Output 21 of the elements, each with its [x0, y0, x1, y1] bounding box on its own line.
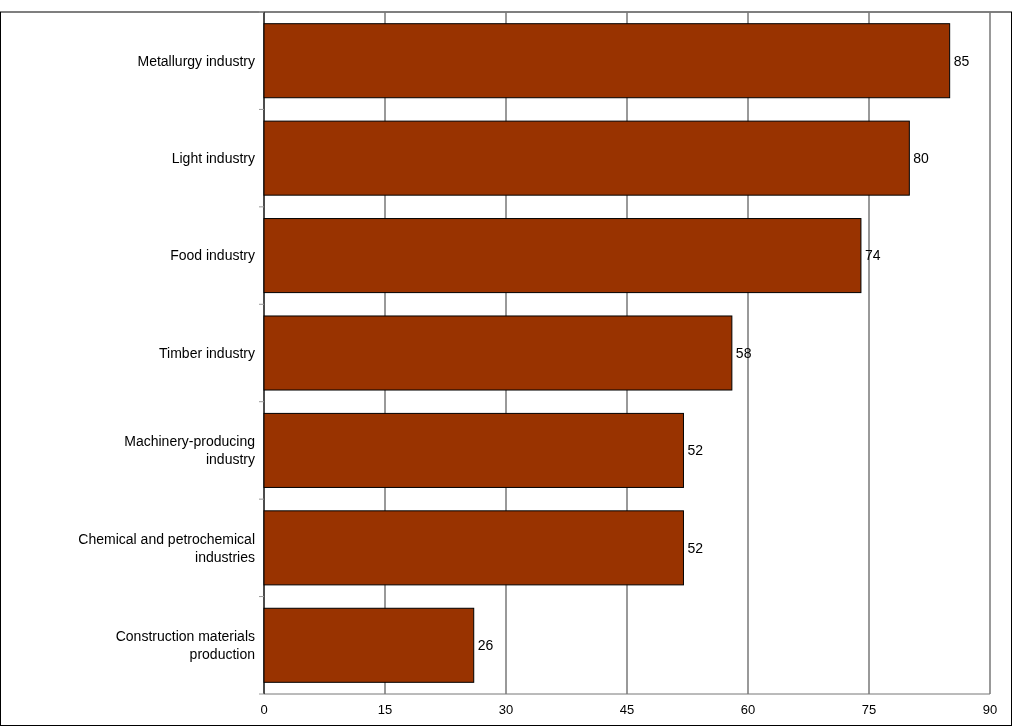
y-tick-label: Metallurgy industry: [137, 52, 255, 69]
x-tick-label: 0: [260, 702, 268, 717]
x-tick-label: 90: [982, 702, 998, 717]
y-tick-label: Chemical and petrochemical industries: [78, 530, 255, 565]
data-label: 80: [913, 150, 930, 167]
data-label: 74: [864, 247, 881, 264]
data-label: 58: [735, 344, 752, 361]
data-label: 52: [687, 442, 704, 459]
y-tick-label: Light industry: [171, 150, 255, 167]
x-tick-label: 15: [377, 702, 393, 717]
y-tick-label: Timber industry: [159, 344, 255, 361]
x-tick-label: 60: [740, 702, 756, 717]
x-tick-label: 30: [498, 702, 514, 717]
y-tick-label: Construction materials production: [115, 628, 255, 663]
data-label: 52: [687, 539, 704, 556]
y-tick-label: Machinery-producing industry: [124, 433, 255, 468]
data-label: 26: [477, 637, 494, 654]
data-label: 85: [953, 52, 970, 69]
y-tick-label: Food industry: [170, 247, 255, 264]
x-tick-label: 75: [861, 702, 877, 717]
x-tick-label: 45: [619, 702, 635, 717]
